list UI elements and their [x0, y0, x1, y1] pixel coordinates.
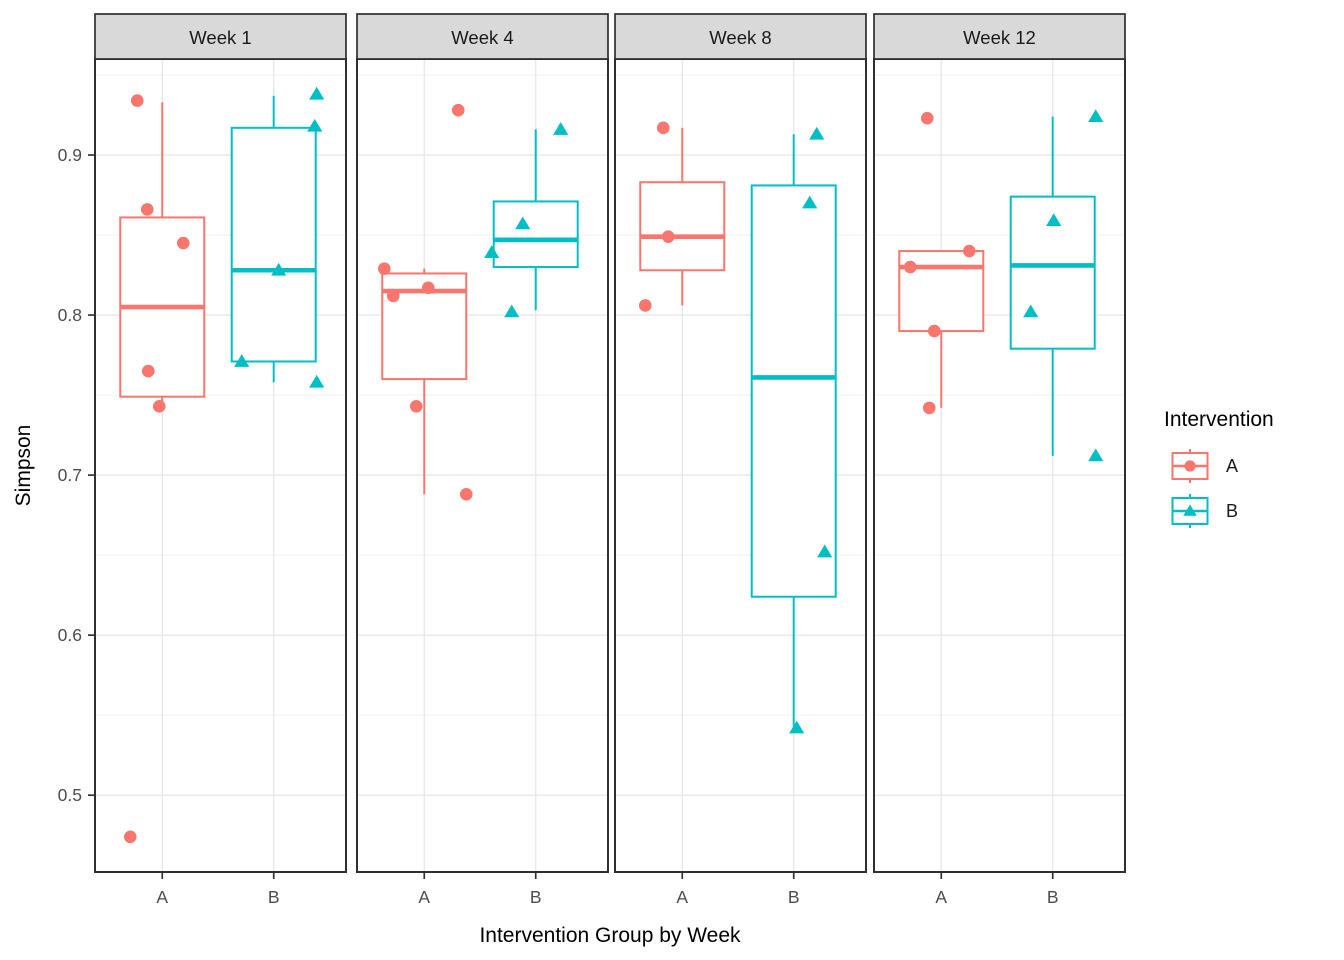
jitter-point-circle: [130, 94, 144, 107]
jitter-point-triangle: [1088, 109, 1104, 123]
facet-strip-label: Week 4: [451, 27, 513, 48]
jitter-point-circle: [920, 111, 934, 125]
jitter-point-triangle: [1046, 213, 1062, 227]
y-tick-label: 0.6: [58, 625, 82, 645]
y-tick-label: 0.5: [58, 785, 82, 805]
x-tick-label: B: [1047, 887, 1059, 907]
jitter-point-triangle: [309, 374, 325, 388]
y-tick-label: 0.8: [58, 305, 82, 325]
jitter-point-triangle: [515, 216, 531, 230]
y-tick-label: 0.7: [58, 465, 82, 485]
facet-strip-label: Week 12: [963, 27, 1036, 48]
jitter-point-circle: [451, 103, 465, 117]
jitter-point-circle: [141, 364, 155, 378]
jitter-point-triangle: [809, 126, 825, 140]
jitter-point-triangle: [234, 354, 250, 367]
jitter-point-triangle: [553, 122, 569, 135]
jitter-point-circle: [459, 488, 473, 501]
x-tick-label: A: [676, 887, 688, 907]
y-axis-title: Simpson: [12, 425, 35, 507]
jitter-point-triangle: [504, 304, 520, 318]
x-tick-label: A: [935, 887, 947, 907]
jitter-point-circle: [421, 281, 435, 295]
jitter-point-circle: [922, 401, 936, 415]
x-tick-label: A: [156, 887, 168, 907]
x-tick-label: B: [268, 887, 280, 907]
facet-strip: [94, 13, 347, 60]
panel-background: [357, 59, 608, 872]
jitter-point-circle: [176, 236, 190, 250]
x-tick-label: B: [530, 887, 542, 907]
jitter-point-triangle: [1023, 304, 1039, 318]
jitter-point-circle: [409, 399, 423, 413]
x-tick-label: A: [418, 887, 430, 907]
jitter-point-circle: [656, 121, 670, 135]
jitter-point-triangle: [484, 245, 500, 259]
jitter-point-circle: [152, 399, 166, 413]
jitter-point-circle: [661, 230, 675, 243]
jitter-point-triangle: [309, 86, 325, 100]
jitter-point-circle: [386, 289, 400, 303]
jitter-point-circle: [927, 324, 941, 338]
jitter-point-circle: [962, 244, 976, 258]
legend-item-label: A: [1226, 456, 1238, 476]
panel-background: [874, 59, 1125, 872]
jitter-point-triangle: [271, 262, 287, 276]
jitter-point-triangle: [802, 195, 818, 209]
jitter-point-circle: [903, 260, 917, 274]
facet-strip: [873, 13, 1126, 60]
jitter-point-circle: [638, 299, 652, 312]
x-tick-label: B: [788, 887, 800, 907]
legend-title: Intervention: [1164, 408, 1274, 431]
jitter-point-circle: [123, 830, 137, 844]
facet-strip-label: Week 1: [189, 27, 251, 48]
jitter-point-triangle: [1088, 448, 1104, 462]
legend-key-circle-icon: [1184, 460, 1196, 472]
x-axis-title: Intervention Group by Week: [479, 924, 741, 947]
jitter-point-triangle: [817, 544, 833, 558]
facet-strip: [356, 13, 609, 60]
y-tick-label: 0.9: [58, 145, 82, 165]
box-iqr: [750, 184, 837, 598]
facet-strip-label: Week 8: [709, 27, 771, 48]
legend-key-triangle-icon: [1183, 504, 1197, 516]
jitter-point-circle: [377, 262, 391, 275]
jitter-point-triangle: [789, 720, 805, 734]
box-iqr: [639, 181, 726, 272]
jitter-point-circle: [140, 203, 154, 216]
box-iqr: [230, 126, 317, 363]
box-iqr: [492, 200, 579, 269]
legend-item-label: B: [1226, 501, 1238, 521]
facet-strip: [614, 13, 867, 60]
jitter-point-triangle: [307, 118, 323, 132]
